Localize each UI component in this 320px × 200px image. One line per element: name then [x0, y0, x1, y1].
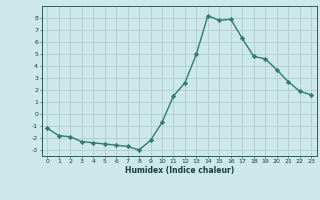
X-axis label: Humidex (Indice chaleur): Humidex (Indice chaleur): [124, 166, 234, 175]
